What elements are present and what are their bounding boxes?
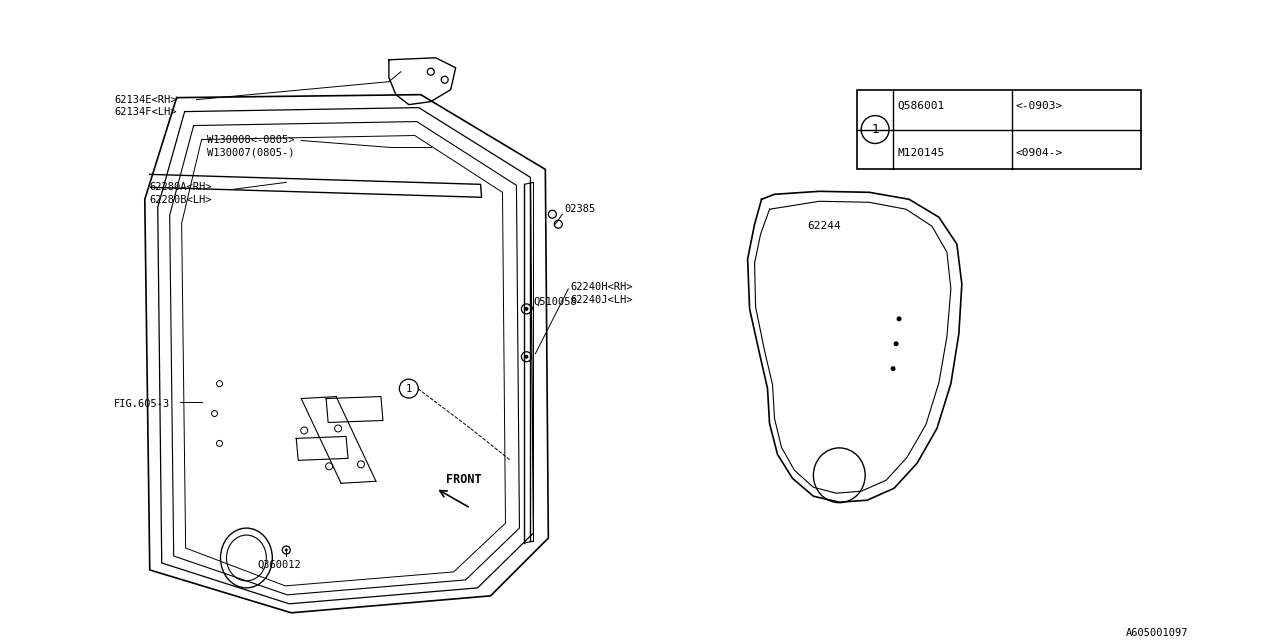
Circle shape — [893, 341, 899, 346]
Text: 62240J<LH>: 62240J<LH> — [571, 295, 632, 305]
Text: 62244: 62244 — [808, 221, 841, 231]
Circle shape — [896, 316, 901, 321]
Text: Q586001: Q586001 — [897, 100, 945, 111]
Bar — [858, 90, 1142, 170]
Circle shape — [525, 307, 529, 311]
Text: A605001097: A605001097 — [1125, 628, 1188, 637]
Circle shape — [284, 548, 288, 552]
Text: FRONT: FRONT — [445, 474, 481, 486]
Text: W130007(0805-): W130007(0805-) — [206, 147, 294, 157]
Text: Q360012: Q360012 — [257, 560, 301, 570]
Text: 62134F<LH>: 62134F<LH> — [114, 107, 177, 116]
Text: 1: 1 — [872, 123, 879, 136]
Circle shape — [891, 366, 896, 371]
Text: 62280B<LH>: 62280B<LH> — [150, 195, 212, 205]
Text: <-0903>: <-0903> — [1015, 100, 1062, 111]
Circle shape — [525, 355, 529, 358]
Text: W130008<-0805>: W130008<-0805> — [206, 134, 294, 145]
Text: M120145: M120145 — [897, 148, 945, 159]
Text: FIG.605-3: FIG.605-3 — [114, 399, 170, 408]
Text: 62280A<RH>: 62280A<RH> — [150, 182, 212, 193]
Text: 02385: 02385 — [564, 204, 595, 214]
Text: 62240H<RH>: 62240H<RH> — [571, 282, 632, 292]
Text: 1: 1 — [406, 383, 412, 394]
Text: 62134E<RH>: 62134E<RH> — [114, 95, 177, 105]
Text: <0904->: <0904-> — [1015, 148, 1062, 159]
Text: Q510058: Q510058 — [534, 297, 577, 307]
